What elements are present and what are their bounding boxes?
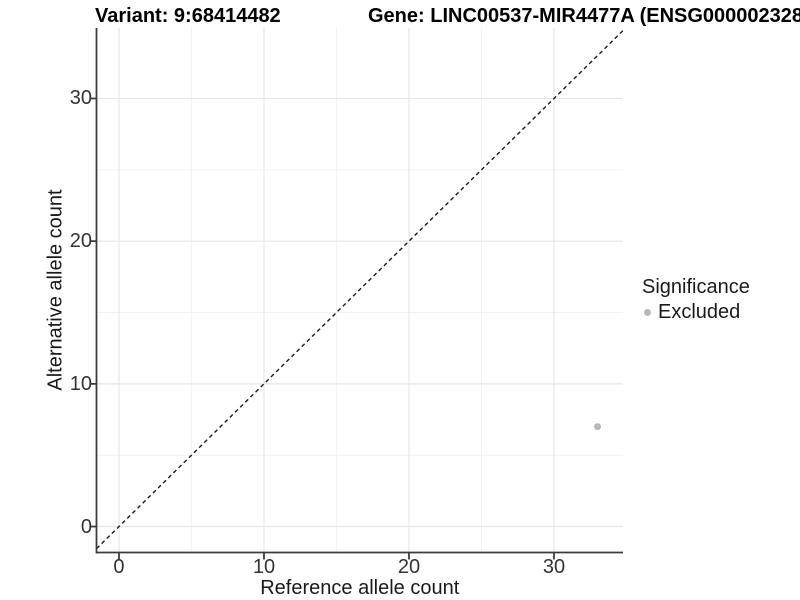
legend-title: Significance bbox=[642, 276, 750, 298]
x-tick-label: 10 bbox=[252, 556, 276, 578]
data-point bbox=[593, 423, 601, 431]
y-tick-label: 20 bbox=[69, 230, 92, 253]
x-tick-label: 0 bbox=[113, 556, 125, 578]
x-axis-title: Reference allele count bbox=[260, 577, 460, 599]
y-tick-label: 10 bbox=[69, 372, 92, 395]
variant-title: Variant: 9:68414482 bbox=[95, 5, 281, 27]
legend: Significance Excluded bbox=[642, 276, 750, 323]
y-tick-label: 0 bbox=[80, 515, 92, 538]
legend-item-label: Excluded bbox=[658, 301, 741, 323]
legend-point-icon bbox=[644, 308, 651, 316]
identity-dashed-line bbox=[96, 30, 624, 550]
legend-item-excluded: Excluded bbox=[642, 301, 750, 323]
y-tick-label: 30 bbox=[69, 87, 92, 110]
gene-title: Gene: LINC00537-MIR4477A (ENSG000002328 bbox=[368, 5, 800, 27]
x-tick-label: 30 bbox=[542, 556, 566, 578]
x-tick-label: 20 bbox=[397, 556, 421, 578]
y-axis-title: Alternative allele count bbox=[44, 189, 67, 391]
